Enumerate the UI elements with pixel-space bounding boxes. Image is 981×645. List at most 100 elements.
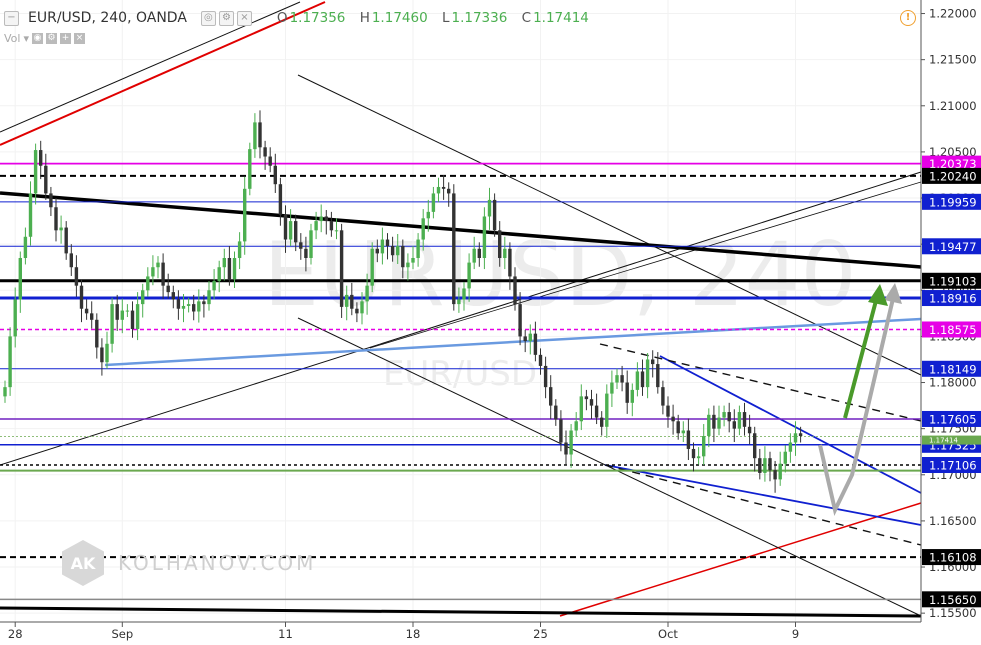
level-label: 1.18575 xyxy=(929,323,977,337)
close-icon[interactable]: × xyxy=(236,10,252,26)
candle-body xyxy=(416,239,420,258)
open-value: 1.17356 xyxy=(289,10,346,26)
candle-body xyxy=(324,216,328,222)
gear-icon[interactable]: ⚙ xyxy=(218,10,234,26)
candle-body xyxy=(498,230,502,258)
candle-body xyxy=(600,417,604,427)
candle-body xyxy=(656,364,660,388)
candle-body xyxy=(768,458,772,471)
candle-body xyxy=(630,389,634,403)
candle-body xyxy=(640,371,645,388)
level-label-bg xyxy=(922,321,981,338)
chevron-down-icon[interactable]: ▾ xyxy=(23,32,29,45)
candle-body xyxy=(156,262,160,268)
candle-body xyxy=(334,230,339,232)
level-label: 1.16108 xyxy=(929,551,977,565)
candle-body xyxy=(778,463,782,480)
price-tick-label: 1.20500 xyxy=(929,145,977,159)
candle-body xyxy=(278,184,283,215)
candle-body xyxy=(666,405,670,417)
green-arrow-head xyxy=(868,284,888,306)
candle-body xyxy=(610,382,614,394)
level-label-bg xyxy=(922,155,981,172)
settings-icon[interactable]: ◎ xyxy=(200,10,216,26)
candle-body xyxy=(243,188,247,242)
candle-body xyxy=(707,414,711,437)
candle-body xyxy=(146,276,150,291)
candle-body xyxy=(686,430,691,449)
candle-body xyxy=(559,419,563,443)
level-label: 1.19959 xyxy=(929,195,977,209)
candle-body xyxy=(135,304,140,330)
price-tick-label: 1.22000 xyxy=(929,7,977,21)
time-tick-label: Sep xyxy=(111,627,133,641)
time-tick-label: 11 xyxy=(278,627,293,641)
candle-body xyxy=(742,412,747,427)
candle-body xyxy=(222,257,226,268)
current-price-tag xyxy=(922,435,981,445)
candle-body xyxy=(554,405,558,420)
current-price-label: 1.17414 xyxy=(929,437,958,445)
level-label-bg xyxy=(922,410,981,427)
candle-body xyxy=(543,365,548,388)
candle-body xyxy=(798,433,803,437)
candle-body xyxy=(248,149,252,189)
candle-body xyxy=(737,412,742,429)
symbol-title: EUR/USD, 240, OANDA xyxy=(28,10,187,26)
eye-icon[interactable]: ◉ xyxy=(32,33,43,44)
candle-body xyxy=(181,305,186,309)
close-small-icon[interactable]: × xyxy=(74,33,85,44)
candle-body xyxy=(90,313,94,320)
wedge-lower-line xyxy=(604,464,922,526)
thin-descending-line-lower xyxy=(297,317,922,617)
alert-icon[interactable]: ! xyxy=(900,10,916,26)
trendlines xyxy=(0,1,922,618)
collapse-icon[interactable]: − xyxy=(4,10,19,26)
light-blue-trendline xyxy=(104,317,922,367)
candle-body xyxy=(411,257,415,263)
green-arrow-shaft xyxy=(843,292,880,419)
level-label-bg xyxy=(922,290,981,307)
candle-body xyxy=(635,371,640,390)
ohlc-readout: O 1.17356 H 1.17460 L 1.17336 C 1.17414 xyxy=(267,10,589,26)
candle-body xyxy=(676,421,680,434)
candle-body xyxy=(788,442,793,452)
candle-body xyxy=(141,290,145,305)
candle-body xyxy=(528,333,532,342)
candle-body xyxy=(69,253,73,268)
candle-body xyxy=(421,218,425,240)
candle-body xyxy=(426,211,430,219)
candle-body xyxy=(217,267,221,282)
candle-body xyxy=(309,230,313,258)
time-axis: 28 Sep 11 18 25 Oct 9 xyxy=(8,622,799,641)
time-tick-label: 18 xyxy=(406,627,421,641)
level-label-bg xyxy=(922,167,981,184)
thin-ascending-line-2 xyxy=(369,181,922,349)
candle-body xyxy=(747,426,752,434)
candle-body xyxy=(681,430,685,434)
candle-body xyxy=(508,248,512,277)
close-label: C xyxy=(521,10,532,26)
candle-body xyxy=(319,216,323,222)
candle-body xyxy=(79,285,84,309)
candle-body xyxy=(763,458,767,473)
candle-body xyxy=(59,227,63,231)
candle-body xyxy=(691,448,696,459)
candle-body xyxy=(120,310,124,320)
plus-icon[interactable]: + xyxy=(60,33,71,44)
candle-body xyxy=(773,470,777,480)
candle-body xyxy=(717,417,721,429)
candle-body xyxy=(105,343,109,363)
low-value: 1.17336 xyxy=(451,10,508,26)
level-label-bg xyxy=(922,549,981,566)
candle-body xyxy=(253,122,257,150)
level-label-bg xyxy=(922,457,981,474)
candle-body xyxy=(339,230,344,307)
candle-body xyxy=(436,186,441,194)
gray-arrow-head xyxy=(884,283,902,304)
candle-body xyxy=(549,387,553,406)
settings-small-icon[interactable]: ⚙ xyxy=(46,33,57,44)
candle-body xyxy=(33,150,38,194)
candle-body xyxy=(355,308,359,314)
